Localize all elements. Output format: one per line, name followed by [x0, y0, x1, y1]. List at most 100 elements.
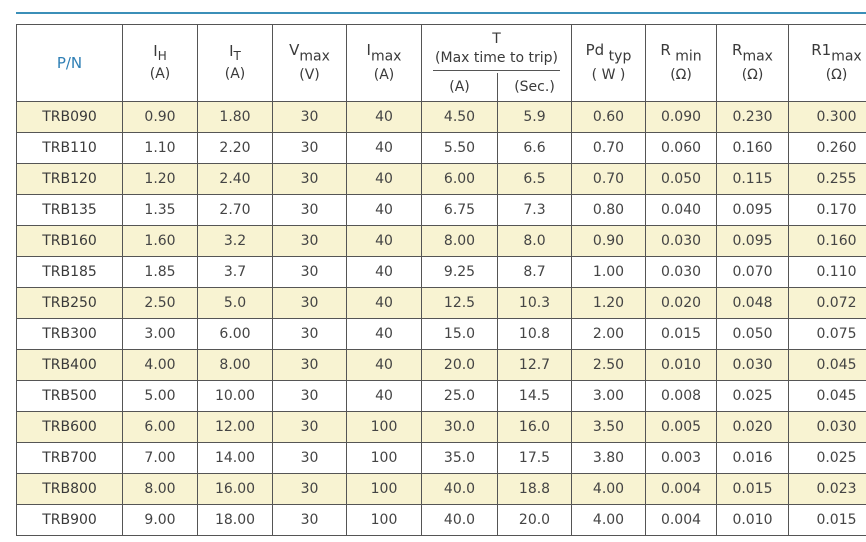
cell-trip-seconds: 17.5: [497, 442, 572, 474]
table-row: TRB700 7.00 14.00 30 100 35.0 17.5 3.80 0.003 0.0…: [16, 442, 866, 474]
cell-ih: 1.60: [122, 225, 198, 257]
cell-pd: 3.00: [571, 380, 646, 412]
cell-imax: 40: [346, 349, 422, 381]
cell-pd: 1.20: [571, 287, 646, 319]
cell-rmax: 0.115: [716, 163, 789, 195]
cell-pn: TRB800: [16, 473, 123, 505]
cell-rmin: 0.030: [645, 256, 717, 288]
cell-imax: 100: [346, 442, 422, 474]
cell-pn: TRB250: [16, 287, 123, 319]
cell-pd: 0.70: [571, 132, 646, 164]
cell-ih: 2.50: [122, 287, 198, 319]
cell-rmax: 0.160: [716, 132, 789, 164]
cell-trip-current: 15.0: [421, 318, 498, 350]
cell-pd: 3.80: [571, 442, 646, 474]
cell-it: 3.7: [197, 256, 273, 288]
cell-imax: 40: [346, 318, 422, 350]
cell-trip-seconds: 18.8: [497, 473, 572, 505]
cell-vmax: 30: [272, 380, 347, 412]
cell-pd: 3.50: [571, 411, 646, 443]
cell-pd: 0.60: [571, 101, 646, 133]
cell-rmin: 0.003: [645, 442, 717, 474]
cell-vmax: 30: [272, 504, 347, 536]
cell-rmax: 0.048: [716, 287, 789, 319]
header-it: IT (A): [197, 24, 273, 102]
cell-vmax: 30: [272, 473, 347, 505]
cell-ih: 1.35: [122, 194, 198, 226]
top-divider-line: [16, 12, 866, 14]
table-body: TRB090 0.90 1.80 30 40 4.50 5.9 0.60 0.090 0.230 0…: [16, 101, 866, 536]
cell-pn: TRB300: [16, 318, 123, 350]
cell-ih: 1.85: [122, 256, 198, 288]
cell-trip-current: 30.0: [421, 411, 498, 443]
cell-rmin: 0.050: [645, 163, 717, 195]
cell-trip-current: 40.0: [421, 504, 498, 536]
cell-trip-current: 25.0: [421, 380, 498, 412]
specs-table: P/N IH (A) IT (A) Vmax (V) Imax (A) T (M…: [16, 24, 866, 536]
cell-rmin: 0.004: [645, 473, 717, 505]
cell-trip-seconds: 6.5: [497, 163, 572, 195]
cell-rmin: 0.030: [645, 225, 717, 257]
cell-vmax: 30: [272, 256, 347, 288]
cell-pd: 2.50: [571, 349, 646, 381]
cell-r1max: 0.300: [788, 101, 866, 133]
table-row: TRB110 1.10 2.20 30 40 5.50 6.6 0.70 0.060 0.160 0…: [16, 132, 866, 164]
table-row: TRB250 2.50 5.0 30 40 12.5 10.3 1.20 0.020 0.048 0…: [16, 287, 866, 319]
header-vmax: Vmax (V): [272, 24, 347, 102]
cell-vmax: 30: [272, 194, 347, 226]
cell-it: 2.70: [197, 194, 273, 226]
cell-vmax: 30: [272, 225, 347, 257]
cell-pn: TRB120: [16, 163, 123, 195]
cell-r1max: 0.025: [788, 442, 866, 474]
cell-it: 8.00: [197, 349, 273, 381]
cell-r1max: 0.160: [788, 225, 866, 257]
cell-trip-seconds: 8.7: [497, 256, 572, 288]
cell-rmin: 0.090: [645, 101, 717, 133]
cell-vmax: 30: [272, 163, 347, 195]
cell-trip-seconds: 8.0: [497, 225, 572, 257]
header-trip-time: T (Max time to trip): [421, 24, 572, 73]
cell-ih: 6.00: [122, 411, 198, 443]
cell-rmax: 0.015: [716, 473, 789, 505]
cell-pd: 2.00: [571, 318, 646, 350]
cell-pn: TRB500: [16, 380, 123, 412]
cell-rmax: 0.030: [716, 349, 789, 381]
cell-pn: TRB185: [16, 256, 123, 288]
cell-r1max: 0.045: [788, 349, 866, 381]
cell-it: 3.2: [197, 225, 273, 257]
cell-rmin: 0.005: [645, 411, 717, 443]
cell-imax: 40: [346, 380, 422, 412]
cell-ih: 3.00: [122, 318, 198, 350]
header-rmax: Rmax (Ω): [716, 24, 789, 102]
table-row: TRB400 4.00 8.00 30 40 20.0 12.7 2.50 0.010 0.030…: [16, 349, 866, 381]
cell-pd: 4.00: [571, 473, 646, 505]
header-pd: Pd typ ( W ): [571, 24, 646, 102]
cell-pd: 0.70: [571, 163, 646, 195]
cell-trip-current: 8.00: [421, 225, 498, 257]
cell-rmax: 0.070: [716, 256, 789, 288]
cell-trip-seconds: 14.5: [497, 380, 572, 412]
cell-rmin: 0.020: [645, 287, 717, 319]
cell-it: 2.40: [197, 163, 273, 195]
header-trip-current: (A): [421, 73, 498, 102]
cell-it: 18.00: [197, 504, 273, 536]
table-row: TRB600 6.00 12.00 30 100 30.0 16.0 3.50 0.005 0.0…: [16, 411, 866, 443]
cell-trip-current: 6.00: [421, 163, 498, 195]
cell-trip-seconds: 16.0: [497, 411, 572, 443]
cell-rmin: 0.010: [645, 349, 717, 381]
table-row: TRB500 5.00 10.00 30 40 25.0 14.5 3.00 0.008 0.02…: [16, 380, 866, 412]
cell-r1max: 0.045: [788, 380, 866, 412]
cell-imax: 40: [346, 163, 422, 195]
table-row: TRB900 9.00 18.00 30 100 40.0 20.0 4.00 0.004 0.0…: [16, 504, 866, 536]
table-row: TRB185 1.85 3.7 30 40 9.25 8.7 1.00 0.030 0.070 0.…: [16, 256, 866, 288]
cell-pn: TRB135: [16, 194, 123, 226]
cell-imax: 40: [346, 194, 422, 226]
cell-pd: 4.00: [571, 504, 646, 536]
cell-r1max: 0.015: [788, 504, 866, 536]
cell-ih: 1.10: [122, 132, 198, 164]
cell-r1max: 0.072: [788, 287, 866, 319]
cell-r1max: 0.030: [788, 411, 866, 443]
cell-imax: 100: [346, 504, 422, 536]
cell-trip-current: 9.25: [421, 256, 498, 288]
cell-imax: 40: [346, 256, 422, 288]
